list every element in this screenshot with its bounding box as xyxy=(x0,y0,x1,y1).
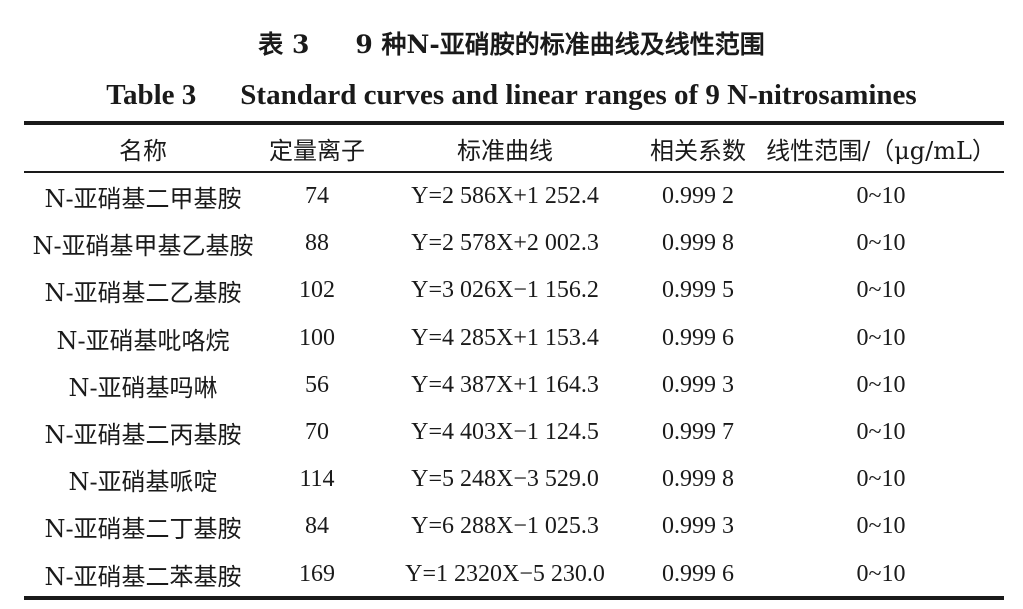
linear-range: 0~10 xyxy=(856,560,906,587)
table-row: N-亚硝基吗啉 56 Y=4 387X+1 164.3 0.999 3 0~10 xyxy=(24,362,1004,409)
linear-range: 0~10 xyxy=(856,277,906,304)
table-row: N-亚硝基哌啶 114 Y=5 248X−3 529.0 0.999 8 0~1… xyxy=(24,456,1004,503)
quantitative-ion: 56 xyxy=(305,371,329,398)
quantitative-ion: 169 xyxy=(299,560,335,587)
standard-curve: Y=6 288X−1 025.3 xyxy=(411,513,599,540)
compound-name: N-亚硝基吡咯烷 xyxy=(56,326,230,355)
compound-name: N-亚硝基二丙基胺 xyxy=(44,421,242,450)
top-rule xyxy=(24,121,1004,125)
quantitative-ion: 88 xyxy=(305,230,329,257)
header-row: 名称 定量离子 标准曲线 相关系数 线性范围/（μg/mL） xyxy=(24,125,1004,171)
compound-name: N-亚硝基二丁基胺 xyxy=(44,515,242,544)
table-title-english: Standard curves and linear ranges of 9 N… xyxy=(240,79,917,111)
quantitative-ion: 102 xyxy=(299,277,335,304)
standard-curve: Y=3 026X−1 156.2 xyxy=(411,277,599,304)
quantitative-ion: 74 xyxy=(305,183,329,210)
compound-name: N-亚硝基二甲基胺 xyxy=(44,185,242,214)
correlation-coefficient: 0.999 7 xyxy=(662,419,734,446)
header-standard-curve: 标准曲线 xyxy=(457,136,553,165)
table-row: N-亚硝基二丁基胺 84 Y=6 288X−1 025.3 0.999 3 0~… xyxy=(24,503,1004,550)
quantitative-ion: 100 xyxy=(299,324,335,351)
correlation-coefficient: 0.999 6 xyxy=(662,560,734,587)
quantitative-ion: 70 xyxy=(305,419,329,446)
standard-curve: Y=4 285X+1 153.4 xyxy=(411,324,599,351)
table-body: N-亚硝基二甲基胺 74 Y=2 586X+1 252.4 0.999 2 0~… xyxy=(24,173,1004,598)
table-row: N-亚硝基二甲基胺 74 Y=2 586X+1 252.4 0.999 2 0~… xyxy=(24,173,1004,220)
linear-range: 0~10 xyxy=(856,183,906,210)
compound-name: N-亚硝基甲基乙基胺 xyxy=(32,232,254,261)
compound-name: N-亚硝基二乙基胺 xyxy=(44,279,242,308)
correlation-coefficient: 0.999 5 xyxy=(662,277,734,304)
standard-curve: Y=4 387X+1 164.3 xyxy=(411,371,599,398)
linear-range: 0~10 xyxy=(856,513,906,540)
header-name: 名称 xyxy=(119,136,167,165)
correlation-coefficient: 0.999 3 xyxy=(662,513,734,540)
standard-curve: Y=2 586X+1 252.4 xyxy=(411,183,599,210)
linear-range: 0~10 xyxy=(856,466,906,493)
correlation-coefficient: 0.999 3 xyxy=(662,371,734,398)
correlation-coefficient: 0.999 6 xyxy=(662,324,734,351)
linear-range: 0~10 xyxy=(856,371,906,398)
compound-name: N-亚硝基吗啉 xyxy=(68,373,218,402)
header-correlation-coefficient: 相关系数 xyxy=(650,136,746,165)
table-caption-chinese: 表 3 9 种N-亚硝胺的标准曲线及线性范围 xyxy=(0,26,1023,64)
standard-curve: Y=4 403X−1 124.5 xyxy=(411,419,599,446)
table-number-chinese: 表 3 xyxy=(258,30,310,59)
table-caption-english: Table 3 Standard curves and linear ranges… xyxy=(0,76,1023,114)
table-title-chinese: 9 种N-亚硝胺的标准曲线及线性范围 xyxy=(355,30,765,59)
table-number-english: Table 3 xyxy=(106,79,197,111)
table-row: N-亚硝基二苯基胺 169 Y=1 2320X−5 230.0 0.999 6 … xyxy=(24,551,1004,598)
standard-curve: Y=2 578X+2 002.3 xyxy=(411,230,599,257)
standard-curve: Y=5 248X−3 529.0 xyxy=(411,466,599,493)
table-row: N-亚硝基吡咯烷 100 Y=4 285X+1 153.4 0.999 6 0~… xyxy=(24,315,1004,362)
table-row: N-亚硝基二乙基胺 102 Y=3 026X−1 156.2 0.999 5 0… xyxy=(24,267,1004,314)
header-quantitative-ion: 定量离子 xyxy=(269,136,365,165)
correlation-coefficient: 0.999 8 xyxy=(662,230,734,257)
table-header: 名称 定量离子 标准曲线 相关系数 线性范围/（μg/mL） xyxy=(24,125,1004,173)
correlation-coefficient: 0.999 8 xyxy=(662,466,734,493)
quantitative-ion: 114 xyxy=(299,466,335,493)
quantitative-ion: 84 xyxy=(305,513,329,540)
table-row: N-亚硝基甲基乙基胺 88 Y=2 578X+2 002.3 0.999 8 0… xyxy=(24,220,1004,267)
linear-range: 0~10 xyxy=(856,324,906,351)
linear-range: 0~10 xyxy=(856,230,906,257)
correlation-coefficient: 0.999 2 xyxy=(662,183,734,210)
compound-name: N-亚硝基哌啶 xyxy=(68,468,218,497)
standard-curve: Y=1 2320X−5 230.0 xyxy=(405,560,605,587)
table-row: N-亚硝基二丙基胺 70 Y=4 403X−1 124.5 0.999 7 0~… xyxy=(24,409,1004,456)
nitrosamine-standard-curve-table: 名称 定量离子 标准曲线 相关系数 线性范围/（μg/mL） N-亚硝基二甲基胺… xyxy=(24,125,1004,598)
header-rule xyxy=(24,171,1004,173)
header-linear-range: 线性范围/（μg/mL） xyxy=(766,136,996,165)
linear-range: 0~10 xyxy=(856,419,906,446)
compound-name: N-亚硝基二苯基胺 xyxy=(44,562,242,591)
bottom-rule xyxy=(24,596,1004,600)
